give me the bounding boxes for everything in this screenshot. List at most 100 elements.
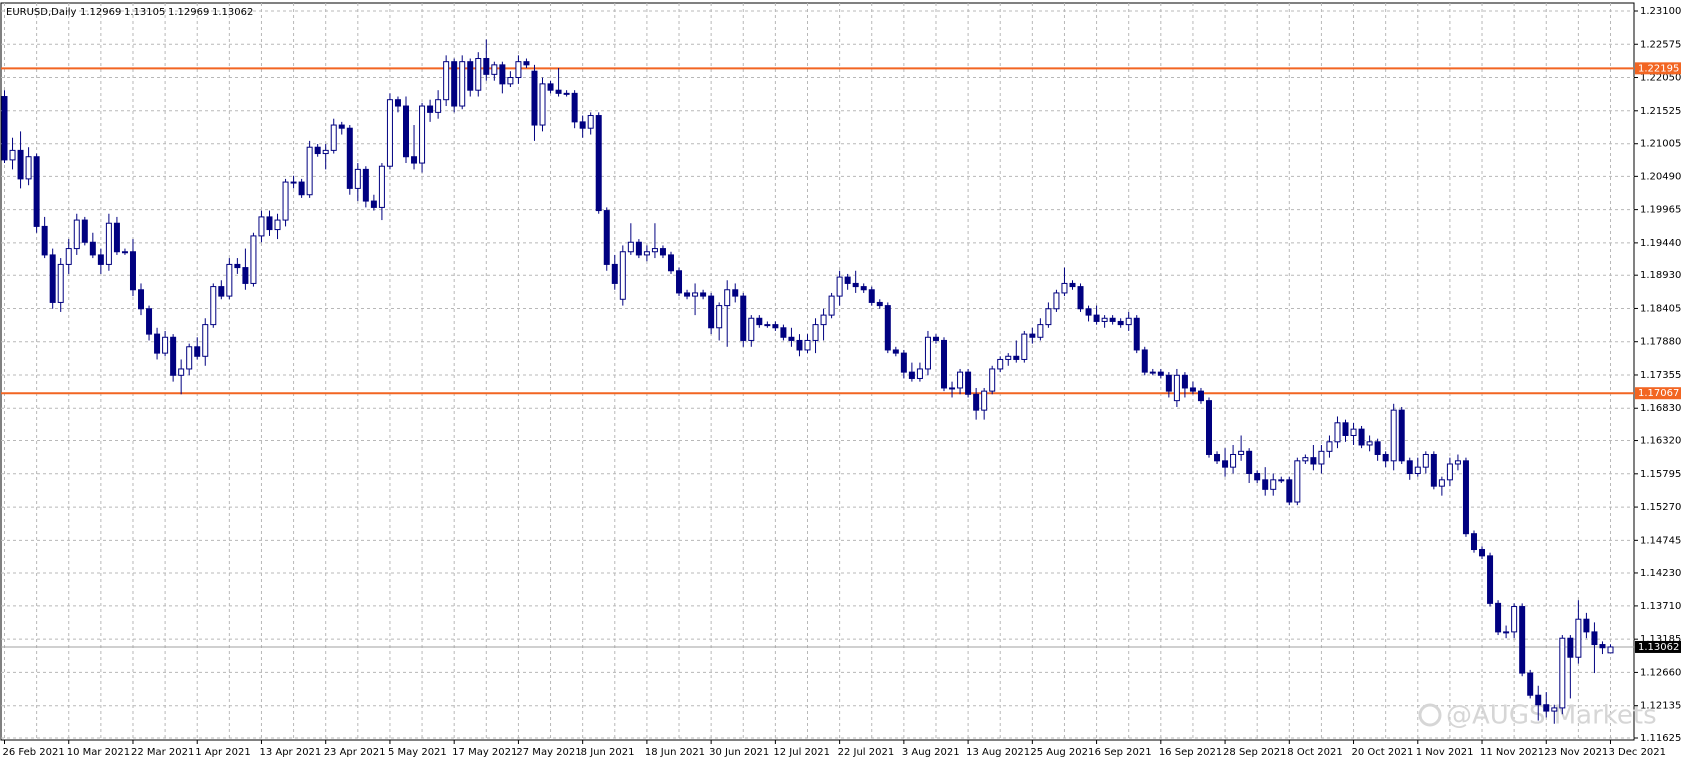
y-tick-label: 1.16320: [1640, 436, 1681, 447]
candle-body: [202, 324, 209, 357]
candle-body: [290, 181, 297, 184]
candle-body: [828, 295, 835, 316]
candle-body: [523, 61, 530, 66]
x-tick-label: 3 Dec 2021: [1609, 747, 1667, 758]
candle-body: [1286, 479, 1293, 503]
candle-body: [1487, 555, 1494, 604]
candle-body: [1133, 317, 1140, 351]
y-tick-label: 1.17355: [1640, 370, 1681, 381]
candle-body: [547, 83, 554, 91]
candle-body: [708, 295, 715, 329]
candle-body: [113, 222, 120, 253]
header-high: 1.13105: [124, 7, 165, 18]
candle-body: [1246, 450, 1253, 474]
x-tick-label: 22 Mar 2021: [131, 747, 194, 758]
candle-body: [1535, 694, 1542, 706]
candle-body: [1230, 453, 1237, 468]
candle-body: [884, 305, 891, 351]
candle-body: [9, 149, 16, 161]
candle-body: [732, 289, 739, 297]
candle-body: [1173, 374, 1180, 402]
candle-body: [1, 96, 8, 161]
candle-body: [1326, 441, 1333, 452]
candle-body: [1262, 479, 1269, 490]
candle-body: [1607, 646, 1614, 654]
candle-body: [121, 251, 128, 254]
y-tick-label: 1.17880: [1640, 337, 1681, 348]
candle-body: [667, 254, 674, 272]
candle-body: [1398, 409, 1405, 462]
candle-body: [1278, 479, 1285, 482]
header-open: 1.12969: [80, 7, 121, 18]
x-tick-label: 5 May 2021: [388, 747, 447, 758]
candle-body: [306, 146, 313, 196]
candle-body: [1214, 453, 1221, 462]
candle-body: [226, 263, 233, 297]
candle-body: [97, 254, 104, 265]
candle-body: [836, 276, 843, 297]
candle-body: [916, 368, 923, 379]
candle-body: [619, 251, 626, 300]
candle-body: [146, 308, 153, 335]
x-tick-label: 20 Oct 2021: [1352, 747, 1414, 758]
candle-body: [386, 99, 393, 167]
y-tick-label: 1.13710: [1640, 601, 1681, 612]
candle-body: [860, 286, 867, 291]
candle-body: [1543, 704, 1550, 712]
candle-body: [154, 333, 161, 354]
candle-body: [716, 305, 723, 329]
price-axis: 1.23100 1.22575 1.22050 1.21525 1.21005 1.204…: [3, 6, 1682, 758]
x-tick-label: 1 Apr 2021: [195, 747, 250, 758]
y-tick-label: 1.13185: [1640, 634, 1681, 645]
candle-body: [924, 336, 931, 370]
candle-body: [1454, 460, 1461, 465]
candle-body: [1350, 428, 1357, 436]
candle-body: [138, 289, 145, 310]
y-tick-label: 1.11625: [1640, 733, 1681, 744]
candle-body: [394, 99, 401, 107]
candle-body: [274, 219, 281, 231]
candle-body: [764, 324, 771, 327]
candle-body: [266, 216, 273, 231]
candle-body: [1109, 317, 1116, 322]
x-tick-label: 23 Apr 2021: [324, 747, 386, 758]
candle-body: [1470, 533, 1477, 551]
candle-body: [1165, 374, 1172, 392]
candle-body: [178, 368, 185, 376]
candle-body: [1406, 460, 1413, 474]
candle-body: [162, 336, 169, 354]
watermark-text: @AUGS Markets: [1446, 701, 1657, 731]
candle-body: [981, 390, 988, 411]
candle-body: [435, 99, 442, 113]
x-tick-label: 27 May 2021: [516, 747, 581, 758]
candle-body: [531, 70, 538, 126]
candle-body: [700, 292, 707, 297]
candle-body: [33, 156, 40, 227]
candle-body: [772, 324, 779, 329]
candle-body: [330, 124, 337, 151]
header-close: 1.13062: [212, 7, 253, 18]
candle-body: [603, 210, 610, 265]
candle-body: [419, 105, 426, 164]
candle-body: [1157, 371, 1164, 376]
plot-frame: [0, 2, 1635, 741]
candle-body: [1527, 672, 1534, 696]
x-tick-label: 8 Jun 2021: [581, 747, 635, 758]
candle-body: [89, 241, 96, 256]
candle-body: [1430, 453, 1437, 487]
candle-body: [1053, 292, 1060, 310]
candle-body: [1302, 457, 1309, 462]
candle-body: [1495, 602, 1502, 633]
candle-body: [403, 105, 409, 158]
candle-body: [322, 149, 329, 155]
y-tick-label: 1.12660: [1640, 667, 1681, 678]
candle-body: [627, 241, 634, 253]
y-tick-label: 1.21525: [1640, 106, 1681, 117]
candle-body: [844, 276, 851, 284]
candle-body: [643, 251, 650, 256]
candle-body: [483, 58, 490, 75]
candle-body: [1270, 479, 1277, 490]
candle-body: [1511, 606, 1518, 633]
candle-body: [1575, 618, 1582, 658]
